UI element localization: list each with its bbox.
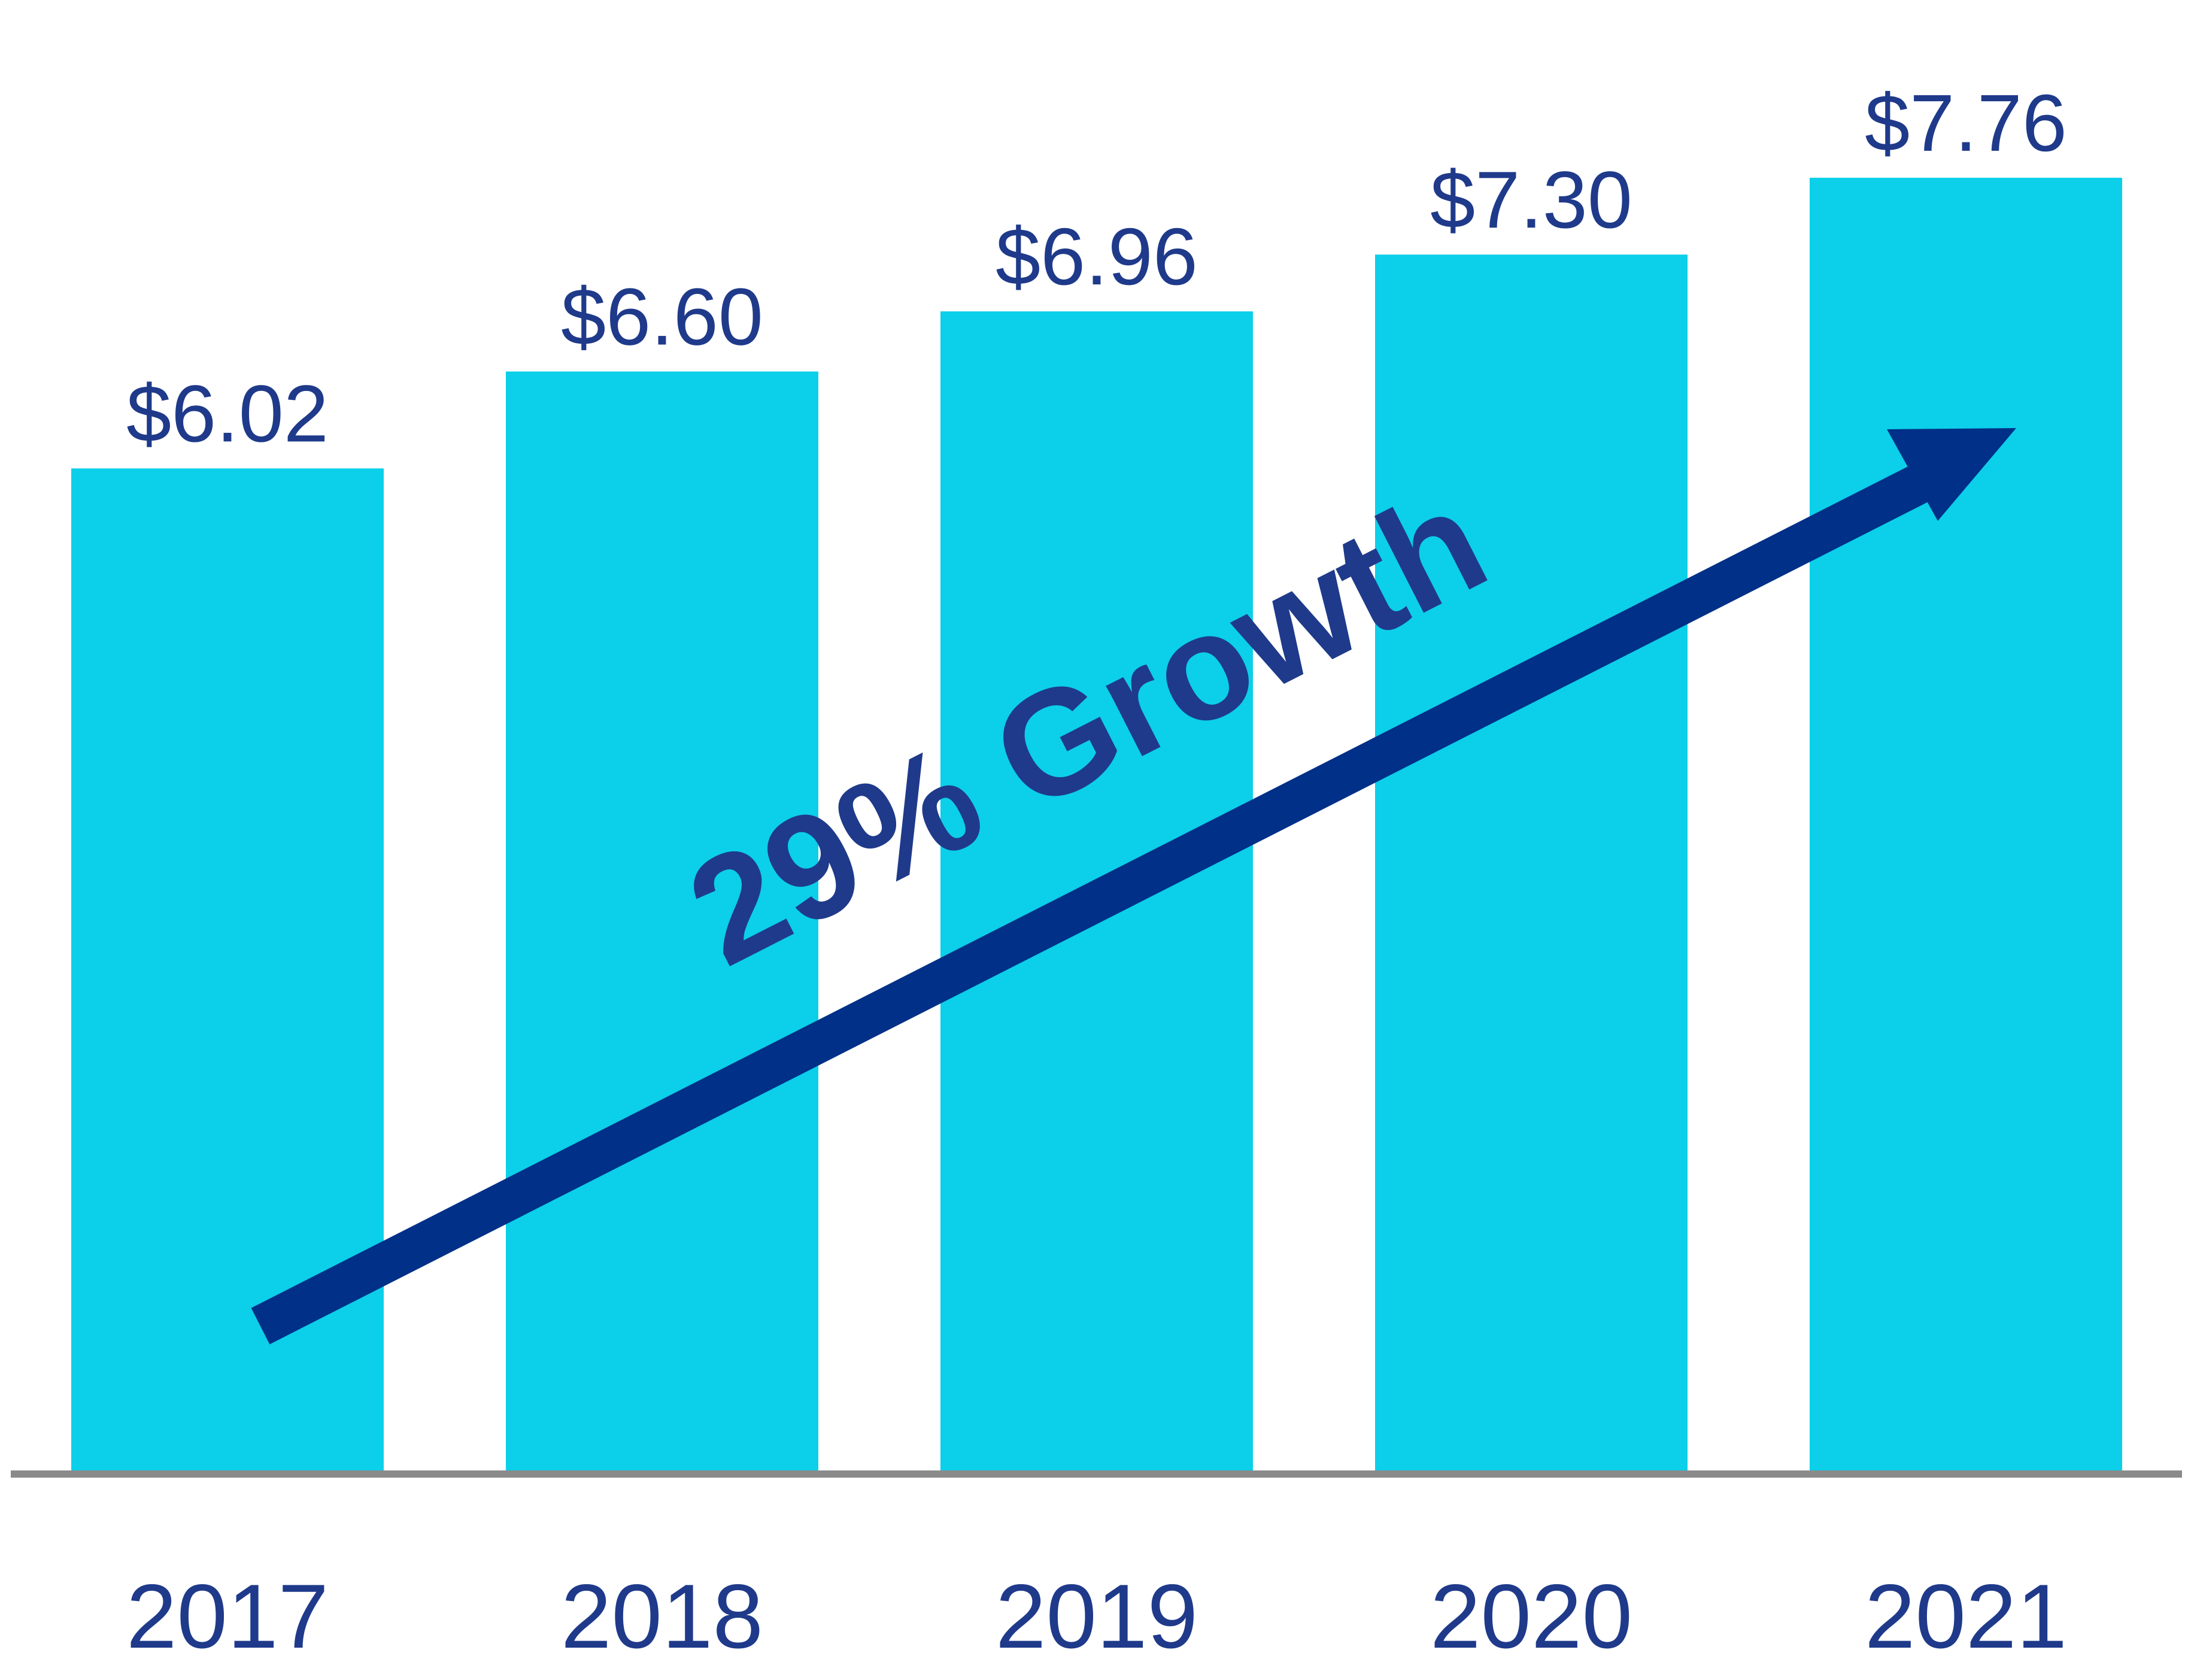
growth-arrow-shaft [251, 459, 1940, 1345]
growth-arrow-head [1887, 428, 2016, 521]
growth-arrow [251, 428, 2016, 1345]
value-label-2020: $7.30 [1430, 154, 1632, 245]
x-tick-label-2020: 2020 [1430, 1566, 1632, 1667]
x-tick-label-2018: 2018 [561, 1566, 763, 1667]
tick-labels-group: 2017 2018 2019 2020 2021 [126, 1566, 2067, 1667]
bars-group [71, 177, 2122, 1475]
value-label-2017: $6.02 [126, 368, 329, 459]
value-label-2019: $6.96 [996, 211, 1198, 302]
value-label-2018: $6.60 [561, 272, 763, 362]
bar-2018 [506, 371, 818, 1474]
bar-2017 [71, 468, 384, 1474]
bar-2021 [1810, 177, 2122, 1474]
x-tick-label-2017: 2017 [126, 1566, 329, 1667]
value-label-2021: $7.76 [1865, 78, 2067, 168]
x-tick-label-2019: 2019 [996, 1566, 1198, 1667]
bar-2020 [1375, 254, 1688, 1475]
value-labels-group: $6.02 $6.60 $6.96 $7.30 $7.76 [126, 78, 2067, 459]
x-tick-label-2021: 2021 [1865, 1566, 2067, 1667]
